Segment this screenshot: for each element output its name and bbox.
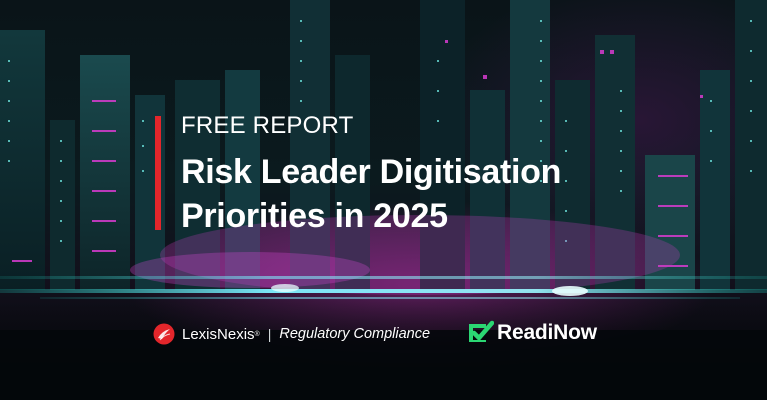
readinow-brand: ReadiNow — [466, 318, 597, 348]
registered-mark: ® — [254, 330, 260, 338]
lexisnexis-brand: LexisNexis ® | Regulatory Compliance — [153, 322, 430, 346]
brand-separator: | — [267, 326, 272, 342]
lexisnexis-tagline: Regulatory Compliance — [279, 326, 431, 342]
lexisnexis-logo-icon — [153, 323, 175, 345]
lexisnexis-name: LexisNexis — [182, 325, 255, 343]
partner-logos: LexisNexis ® | Regulatory Compliance Rea… — [0, 312, 767, 362]
readinow-check-logo-icon — [469, 320, 494, 342]
report-kicker: FREE REPORT — [181, 112, 354, 139]
report-title-line-2: Priorities in 2025 — [181, 197, 448, 235]
report-title: Risk Leader Digitisation Priorities in 2… — [181, 150, 601, 238]
accent-bar — [155, 116, 161, 230]
readinow-name: ReadiNow — [497, 321, 597, 344]
report-title-line-1: Risk Leader Digitisation — [181, 153, 562, 191]
